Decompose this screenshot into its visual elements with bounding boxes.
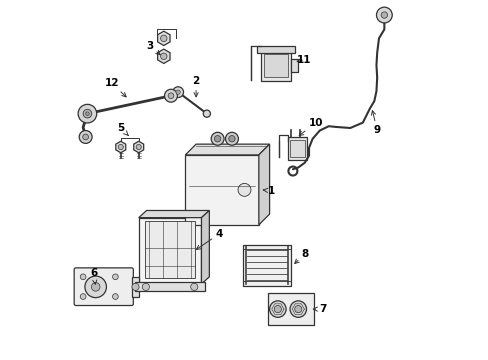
Circle shape: [289, 301, 306, 318]
Circle shape: [78, 104, 97, 123]
Text: 4: 4: [196, 229, 223, 249]
Circle shape: [112, 274, 118, 280]
Polygon shape: [157, 49, 170, 63]
Circle shape: [83, 109, 92, 118]
Polygon shape: [201, 211, 209, 284]
Circle shape: [160, 53, 167, 59]
Circle shape: [176, 90, 180, 94]
Bar: [242, 244, 290, 286]
Text: 3: 3: [145, 41, 160, 55]
Circle shape: [136, 144, 141, 150]
Circle shape: [172, 87, 183, 98]
Polygon shape: [157, 31, 170, 45]
Bar: [260, 49, 290, 81]
Bar: [290, 59, 297, 72]
Text: 6: 6: [90, 268, 97, 284]
Circle shape: [79, 131, 92, 143]
Circle shape: [132, 283, 139, 291]
Bar: [257, 46, 294, 53]
Polygon shape: [139, 211, 209, 218]
Circle shape: [228, 135, 235, 142]
Circle shape: [168, 93, 174, 99]
Circle shape: [269, 301, 285, 318]
Circle shape: [380, 12, 387, 18]
Polygon shape: [133, 141, 143, 153]
FancyBboxPatch shape: [74, 268, 133, 306]
Circle shape: [85, 112, 89, 116]
Bar: [185, 155, 258, 225]
Circle shape: [214, 135, 221, 142]
Circle shape: [160, 35, 167, 41]
Text: 2: 2: [192, 76, 199, 97]
Bar: [287, 137, 306, 160]
Circle shape: [164, 89, 177, 102]
Text: 12: 12: [104, 78, 126, 97]
Circle shape: [225, 132, 238, 145]
Bar: [131, 277, 139, 297]
Polygon shape: [116, 141, 125, 153]
Circle shape: [112, 294, 118, 300]
Text: 5: 5: [117, 123, 128, 135]
Text: 10: 10: [299, 118, 323, 135]
Text: 7: 7: [313, 304, 326, 314]
Text: 8: 8: [294, 248, 308, 264]
Circle shape: [274, 306, 281, 313]
Polygon shape: [258, 144, 269, 225]
Bar: [135, 282, 204, 291]
Bar: [267, 293, 314, 325]
Polygon shape: [185, 144, 269, 155]
Circle shape: [376, 7, 391, 23]
Circle shape: [294, 306, 301, 313]
Circle shape: [80, 294, 86, 300]
Circle shape: [82, 134, 88, 140]
Circle shape: [118, 144, 123, 150]
Circle shape: [91, 283, 100, 291]
Bar: [289, 140, 305, 157]
Circle shape: [211, 132, 224, 145]
Text: 9: 9: [371, 111, 380, 135]
Text: 1: 1: [263, 186, 274, 196]
Bar: [145, 221, 195, 278]
Circle shape: [238, 183, 250, 196]
Bar: [264, 54, 287, 77]
Circle shape: [203, 110, 210, 117]
Circle shape: [80, 274, 86, 280]
Circle shape: [190, 283, 198, 291]
Circle shape: [85, 276, 106, 298]
Circle shape: [142, 283, 149, 291]
Text: 11: 11: [296, 55, 310, 65]
Bar: [139, 218, 201, 284]
